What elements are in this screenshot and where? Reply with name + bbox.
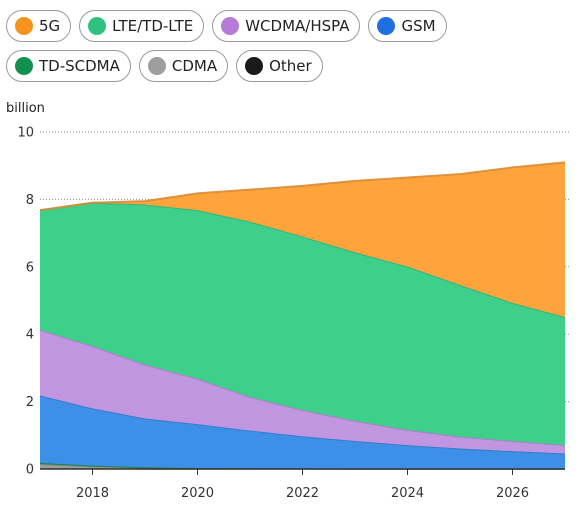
y-tick-label-10: 10: [17, 126, 34, 141]
y-tick-label-4: 4: [26, 328, 34, 343]
y-tick-label-6: 6: [26, 260, 34, 275]
x-tick-label-2018: 2018: [76, 486, 109, 501]
legend-swatch-cdma: [147, 57, 166, 75]
legend-swatch-5g: [15, 17, 33, 35]
y-tick-label-8: 8: [26, 193, 34, 208]
axes: 2018 2020 2022 2024 2026: [40, 468, 565, 501]
area-line-5g: [39, 161, 566, 212]
area-cdma: [40, 464, 565, 469]
legend-item-gsm[interactable]: GSM: [368, 10, 447, 42]
legend-label-gsm: GSM: [401, 17, 436, 35]
legend-swatch-wcdma: [221, 17, 240, 35]
area-series: [39, 161, 566, 470]
legend-swatch-other: [245, 57, 264, 75]
y-axis-unit-label: billion: [6, 101, 45, 116]
legend-label-5g: 5G: [39, 17, 61, 35]
legend-swatch-lte: [88, 17, 107, 35]
legend-swatch-td-scdma: [15, 57, 33, 75]
legend-swatch-gsm: [377, 17, 396, 35]
y-tick-label-0: 0: [26, 463, 34, 478]
legend-item-cdma[interactable]: CDMA: [138, 50, 229, 82]
legend-item-other[interactable]: Other: [236, 50, 323, 82]
legend-label-lte: LTE/TD-LTE: [112, 17, 194, 35]
chart-legend: 5G LTE/TD-LTE WCDMA/HSPA GSM TD-SCDMA CD…: [6, 10, 578, 82]
area-5g: [40, 162, 565, 318]
legend-item-lte[interactable]: LTE/TD-LTE: [79, 10, 205, 42]
area-lte-td-lte: [40, 202, 565, 446]
legend-label-wcdma: WCDMA/HSPA: [245, 17, 350, 35]
area-gsm: [40, 395, 565, 469]
x-tick-label-2022: 2022: [286, 486, 319, 501]
legend-item-td-scdma[interactable]: TD-SCDMA: [6, 50, 131, 82]
legend-item-wcdma[interactable]: WCDMA/HSPA: [212, 10, 361, 42]
x-tick-label-2024: 2024: [391, 486, 424, 501]
legend-label-cdma: CDMA: [171, 57, 218, 75]
legend-item-5g[interactable]: 5G: [6, 10, 72, 42]
legend-label-other: Other: [269, 57, 312, 75]
y-tick-label-2: 2: [26, 395, 34, 410]
x-tick-label-2026: 2026: [496, 486, 529, 501]
x-tick-label-2020: 2020: [181, 486, 214, 501]
legend-label-td-scdma: TD-SCDMA: [39, 57, 120, 75]
